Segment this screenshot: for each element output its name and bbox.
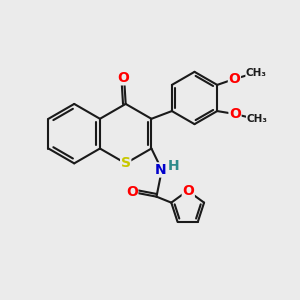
Text: S: S bbox=[121, 156, 131, 170]
Text: CH₃: CH₃ bbox=[246, 68, 267, 78]
Text: H: H bbox=[167, 159, 179, 173]
Text: O: O bbox=[182, 184, 194, 198]
Text: O: O bbox=[229, 72, 240, 86]
Text: O: O bbox=[126, 185, 138, 199]
Text: CH₃: CH₃ bbox=[247, 114, 268, 124]
Text: O: O bbox=[229, 107, 241, 121]
Text: O: O bbox=[118, 71, 130, 85]
Text: N: N bbox=[154, 163, 166, 177]
